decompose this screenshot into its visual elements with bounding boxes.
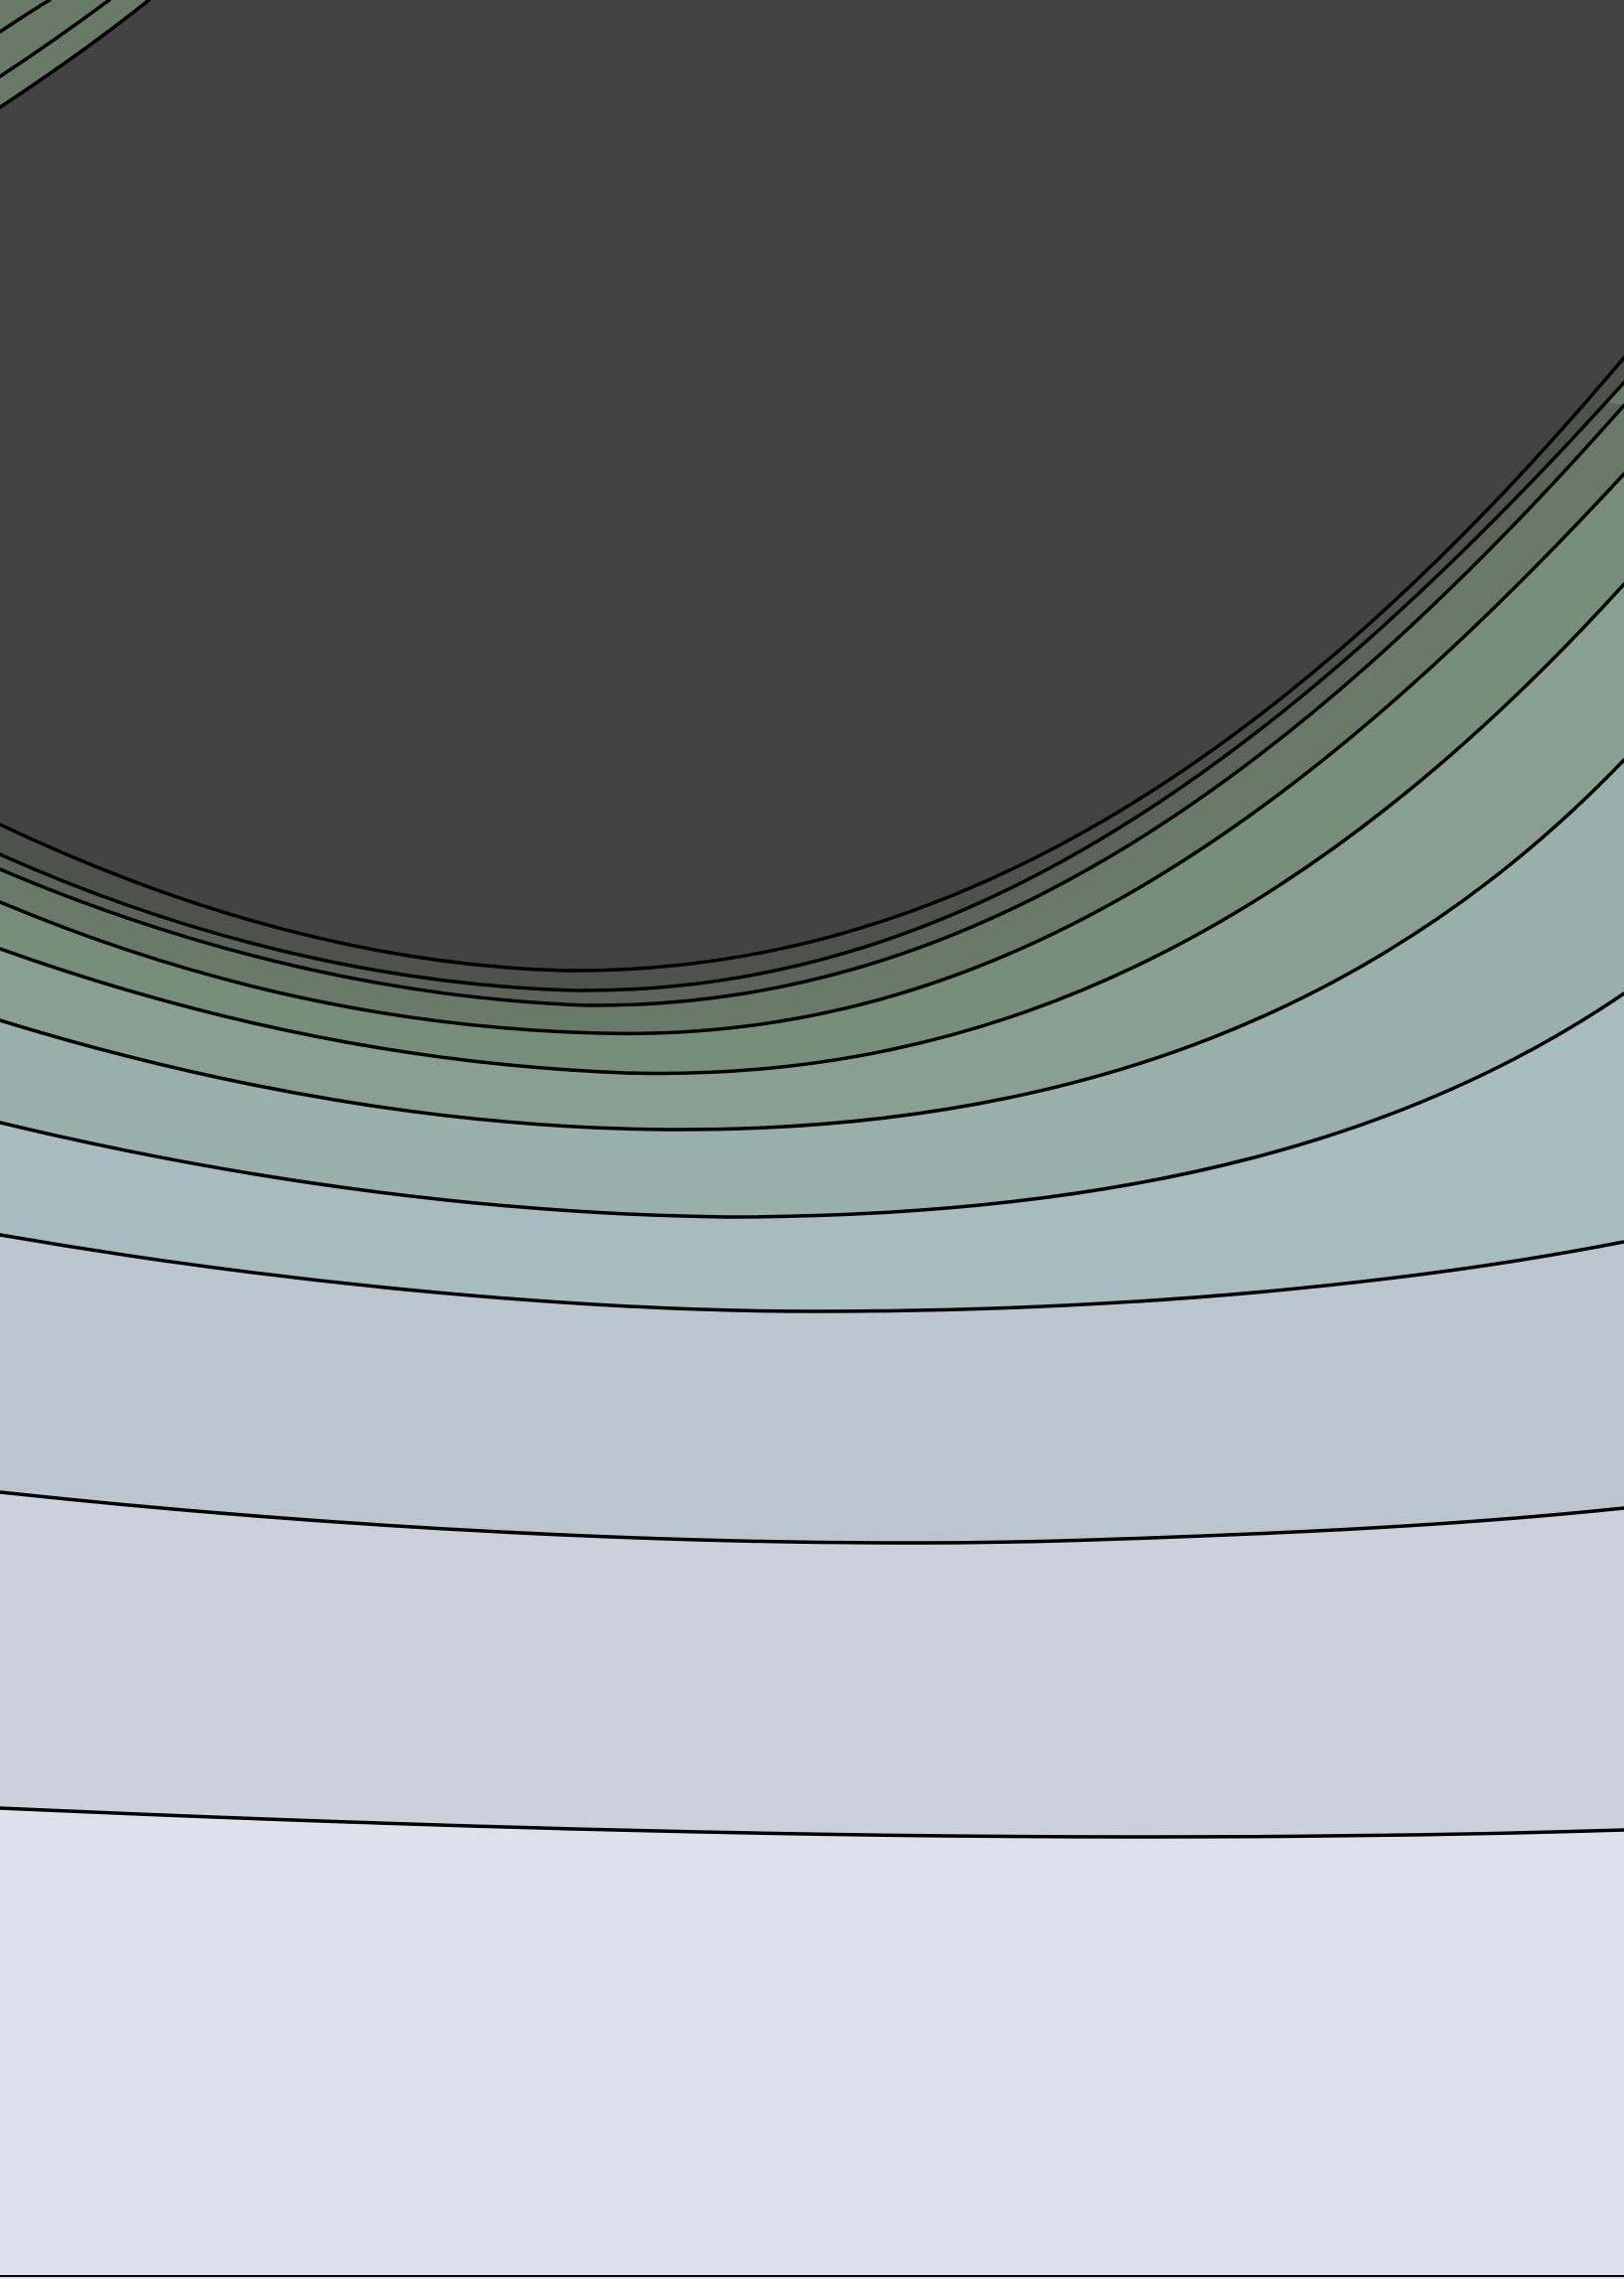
contour-line-8	[0, 403, 1624, 1007]
contour-line-layer	[0, 0, 1624, 1839]
contour-line-1	[0, 1806, 1624, 1839]
contour-band-11	[0, 0, 1624, 972]
contour-line-10	[0, 356, 1624, 973]
contour-line-11	[0, 0, 52, 34]
contour-fill-layer	[0, 0, 1624, 1838]
contour-line-5	[0, 758, 1624, 1132]
contour-line-2	[0, 1490, 1624, 1545]
contour-line-4	[0, 991, 1624, 1219]
contour-line-3	[0, 1233, 1624, 1313]
contour-line-9	[0, 380, 1624, 992]
contour-line-7	[0, 472, 1624, 1036]
contour-line-12	[0, 0, 111, 78]
contour-line-6	[0, 582, 1624, 1076]
contour-line-13	[0, 0, 151, 109]
